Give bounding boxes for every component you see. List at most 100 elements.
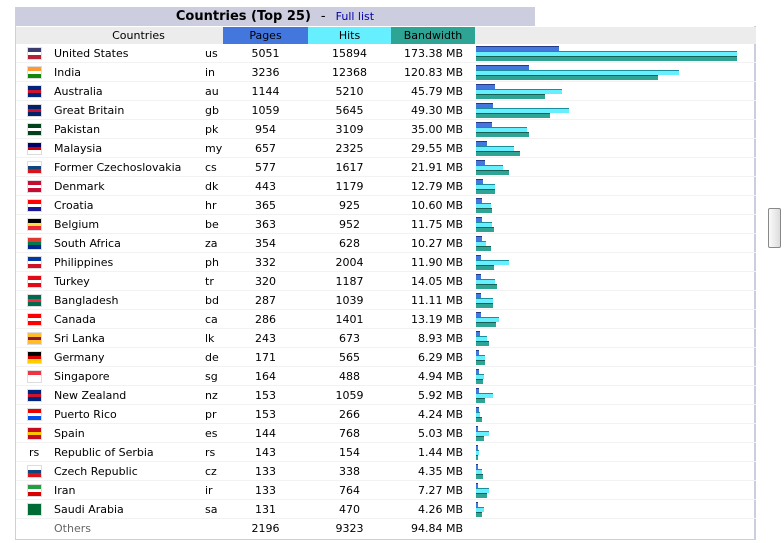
bandwidth-value: 49.30 MB	[410, 104, 463, 117]
bandwidth-bar	[476, 113, 550, 118]
bandwidth-bar	[476, 94, 545, 99]
table-row: United States us 5051 15894 173.38 MB	[16, 44, 756, 63]
pages-bar	[476, 65, 529, 70]
country-name: Turkey	[54, 275, 90, 288]
hits-bar	[476, 279, 495, 284]
flag-sg-icon	[27, 370, 42, 383]
country-code: hr	[205, 199, 217, 212]
table-row: Saudi Arabia sa 131 470 4.26 MB	[16, 500, 756, 519]
full-list-link[interactable]: Full list	[335, 10, 375, 23]
table-row: South Africa za 354 628 10.27 MB	[16, 234, 756, 253]
flag-dk-icon	[27, 180, 42, 193]
hits-bar	[476, 184, 495, 189]
title-text: Countries (Top 25)	[175, 9, 311, 24]
country-name: Puerto Rico	[54, 408, 117, 421]
hits-bar	[476, 336, 487, 341]
hits-bar	[476, 70, 679, 75]
bandwidth-value: 5.92 MB	[417, 389, 463, 402]
countries-table: Countries Pages Hits Bandwidth United St…	[15, 26, 756, 540]
table-row: Denmark dk 443 1179 12.79 MB	[16, 177, 756, 196]
flag-sa-icon	[27, 503, 42, 516]
flag-bd-icon	[27, 294, 42, 307]
bandwidth-value: 5.03 MB	[417, 427, 463, 440]
bandwidth-bar	[476, 398, 485, 403]
bandwidth-bar	[476, 151, 520, 156]
flag-au-icon	[27, 85, 42, 98]
country-code: rs	[205, 446, 216, 459]
flag-text: rs	[29, 446, 40, 459]
country-name: Denmark	[54, 180, 105, 193]
pages-bar	[476, 502, 478, 507]
pages-bar	[476, 274, 481, 279]
hits-value: 154	[339, 446, 360, 459]
hits-value: 12368	[332, 66, 367, 79]
table-row: Australia au 1144 5210 45.79 MB	[16, 82, 756, 101]
country-code: tr	[205, 275, 214, 288]
pages-value: 143	[255, 446, 276, 459]
table-row: Great Britain gb 1059 5645 49.30 MB	[16, 101, 756, 120]
pages-value: 144	[255, 427, 276, 440]
hits-value: 3109	[335, 123, 364, 136]
flag-my-icon	[27, 142, 42, 155]
flag-in-icon	[27, 66, 42, 79]
pages-value: 133	[255, 484, 276, 497]
pages-bar	[476, 103, 493, 108]
bandwidth-value: 11.90 MB	[410, 256, 463, 269]
hits-value: 764	[339, 484, 360, 497]
country-code: pr	[205, 408, 217, 421]
hits-bar	[476, 374, 484, 379]
pages-bar	[476, 84, 495, 89]
table-row: Belgium be 363 952 11.75 MB	[16, 215, 756, 234]
hits-bar	[476, 165, 503, 170]
pages-value: 577	[255, 161, 276, 174]
table-row: Croatia hr 365 925 10.60 MB	[16, 196, 756, 215]
pages-bar	[476, 46, 559, 51]
pages-bar	[476, 312, 481, 317]
bandwidth-bar	[476, 189, 495, 194]
pages-bar	[476, 179, 483, 184]
hits-value: 1059	[335, 389, 364, 402]
hits-value: 2004	[335, 256, 364, 269]
scrollbar-thumb[interactable]	[768, 208, 781, 248]
country-code: cs	[205, 161, 217, 174]
pages-value: 332	[255, 256, 276, 269]
hits-value: 565	[339, 351, 360, 364]
country-name: New Zealand	[54, 389, 127, 402]
pages-bar	[476, 293, 481, 298]
flag-cz-icon	[27, 465, 42, 478]
bandwidth-value: 4.35 MB	[417, 465, 463, 478]
table-row: Germany de 171 565 6.29 MB	[16, 348, 756, 367]
hits-value: 952	[339, 218, 360, 231]
flag-pk-icon	[27, 123, 42, 136]
pages-value: 133	[255, 465, 276, 478]
bandwidth-value: 11.11 MB	[410, 294, 463, 307]
country-code: es	[205, 427, 218, 440]
pages-bar	[476, 217, 482, 222]
country-code: ph	[205, 256, 219, 269]
others-label: Others	[54, 522, 91, 535]
pages-bar	[476, 369, 479, 374]
pages-value: 954	[255, 123, 276, 136]
country-name: Saudi Arabia	[54, 503, 124, 516]
country-code: sg	[205, 370, 218, 383]
bandwidth-value: 7.27 MB	[417, 484, 463, 497]
flag-cs-icon	[27, 161, 42, 174]
pages-bar	[476, 141, 487, 146]
bandwidth-bar	[476, 360, 485, 365]
pages-value: 363	[255, 218, 276, 231]
bandwidth-value: 4.26 MB	[417, 503, 463, 516]
bandwidth-bar	[476, 265, 494, 270]
flag-nz-icon	[27, 389, 42, 402]
pages-bar	[476, 160, 485, 165]
hits-bar	[476, 298, 493, 303]
pages-bar	[476, 426, 478, 431]
hits-value: 5210	[335, 85, 364, 98]
hits-bar	[476, 507, 484, 512]
country-code: my	[205, 142, 223, 155]
country-code: ca	[205, 313, 218, 326]
pages-bar	[476, 445, 478, 450]
country-name: United States	[54, 47, 129, 60]
hits-bar	[476, 412, 480, 417]
bandwidth-bar	[476, 75, 658, 80]
country-name: Former Czechoslovakia	[54, 161, 182, 174]
